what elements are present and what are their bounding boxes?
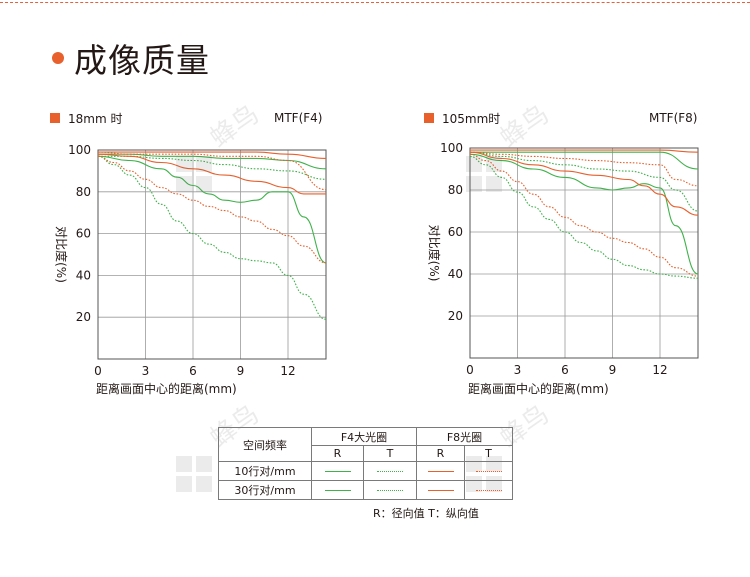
- series-line-orange-solid: [470, 149, 699, 153]
- x-tick-label: 0: [466, 363, 474, 377]
- swatch-orange-dotted: [475, 471, 502, 472]
- x-tick-label: 3: [142, 364, 150, 378]
- legend-swatch-cell: [416, 480, 465, 500]
- legend-row-header: 空间频率: [218, 427, 312, 462]
- square-marker-icon: [50, 113, 60, 123]
- y-tick-label: 40: [76, 268, 91, 282]
- series-line-green-solid: [97, 155, 327, 264]
- plot-frame: [97, 149, 327, 360]
- chart-header-105mm: 105mm时 MTF(F8): [424, 108, 704, 128]
- section-heading: 成像质量: [52, 34, 210, 82]
- y-tick-label: 80: [76, 185, 91, 199]
- y-tick-label: 40: [448, 267, 463, 281]
- chart-header-18mm: 18mm 时 MTF(F4): [50, 108, 328, 128]
- legend-swatch-cell: [416, 461, 465, 481]
- section-title: 成像质量: [74, 41, 210, 80]
- legend-subcol: T: [464, 445, 513, 462]
- square-marker-icon: [424, 113, 434, 123]
- x-tick-label: 9: [609, 363, 617, 377]
- series-line-orange-dotted: [97, 151, 327, 191]
- swatch-green-dotted-thin: [377, 490, 403, 491]
- series-line-green-dotted: [469, 155, 699, 279]
- series-line-green-dotted: [469, 151, 699, 212]
- x-tick-label: 6: [189, 364, 197, 378]
- series-line-orange-solid: [98, 151, 327, 159]
- series-line-orange-dotted: [97, 155, 327, 264]
- legend-row-label: 10行对/mm: [218, 461, 312, 481]
- legend-group-f4: F4大光圈: [311, 427, 417, 446]
- focal-label: 105mm时: [442, 111, 501, 126]
- legend-swatch-cell: [363, 480, 417, 500]
- y-tick-label: 60: [448, 225, 463, 239]
- top-dashed-rule: [0, 2, 750, 3]
- x-tick-label: 9: [237, 364, 245, 378]
- legend-table: 空间频率 F4大光圈 F8光圈 R T R T 10行对/mm 30行对/mm: [218, 427, 513, 500]
- x-axis-label: 距离画面中心的距离(mm): [468, 381, 609, 396]
- legend-row-label: 30行对/mm: [218, 480, 312, 500]
- legend-subcol: R: [311, 445, 364, 462]
- x-tick-label: 3: [514, 363, 522, 377]
- y-axis-label: 对比度(%): [427, 225, 442, 282]
- x-axis-label: 距离画面中心的距离(mm): [96, 381, 237, 396]
- series-line-orange-solid: [469, 151, 699, 216]
- grid: [470, 147, 698, 358]
- series-line-orange-dotted: [469, 151, 699, 187]
- y-axis-label: 对比度(%): [54, 226, 69, 283]
- plot-frame: [469, 147, 699, 359]
- series-line-green-solid: [469, 151, 699, 170]
- legend-swatch-cell: [311, 461, 364, 481]
- y-tick-label: 100: [440, 141, 463, 155]
- series-line-green-solid: [469, 153, 699, 275]
- y-tick-label: 60: [76, 227, 91, 241]
- mtf-label: MTF(F4): [274, 111, 323, 125]
- swatch-green-solid-thin: [324, 490, 351, 491]
- y-tick-label: 20: [76, 310, 91, 324]
- swatch-orange-solid-thin: [427, 490, 454, 491]
- legend-note: R：径向值 T：纵向值: [373, 507, 479, 520]
- focal-label: 18mm 时: [68, 111, 123, 126]
- y-tick-label: 20: [448, 309, 463, 323]
- swatch-green-solid: [324, 471, 351, 472]
- legend-swatch-cell: [363, 461, 417, 481]
- series-line-orange-dotted: [469, 153, 699, 277]
- bullet-dot-icon: [52, 52, 64, 64]
- series-line-green-dotted: [97, 155, 327, 320]
- series-line-green-solid: [98, 153, 327, 170]
- swatch-orange-dotted-thin: [475, 490, 502, 491]
- x-tick-label: 12: [280, 364, 295, 378]
- swatch-orange-solid: [427, 471, 454, 472]
- legend-subcol: T: [363, 445, 417, 462]
- legend-swatch-cell: [464, 480, 513, 500]
- swatch-green-dotted: [377, 471, 403, 472]
- x-tick-label: 6: [561, 363, 569, 377]
- legend-swatch-cell: [311, 480, 364, 500]
- series-line-orange-solid: [97, 153, 326, 195]
- mtf-label: MTF(F8): [649, 111, 698, 125]
- x-tick-label: 0: [94, 364, 102, 378]
- legend-swatch-cell: [464, 461, 513, 481]
- x-tick-label: 12: [652, 363, 667, 377]
- legend-subcol: R: [416, 445, 465, 462]
- legend-group-f8: F8光圈: [416, 427, 513, 446]
- y-tick-label: 80: [448, 183, 463, 197]
- y-tick-label: 100: [68, 143, 91, 157]
